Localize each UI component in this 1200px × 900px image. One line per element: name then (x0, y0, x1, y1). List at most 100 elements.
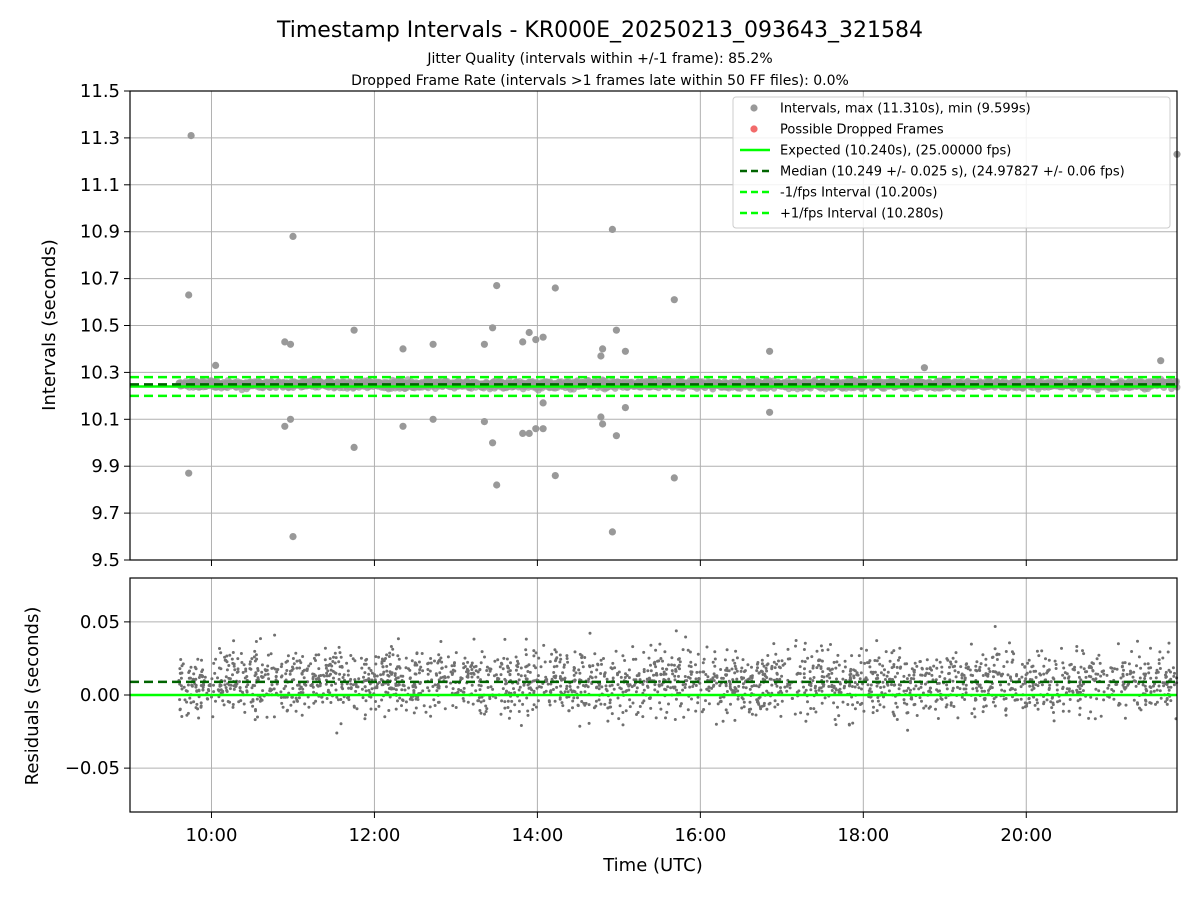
residual-point (214, 699, 217, 703)
residual-point (397, 657, 401, 661)
residual-point (1164, 700, 1167, 704)
residual-point (503, 706, 507, 710)
residual-point (665, 710, 669, 714)
residual-point (551, 688, 555, 691)
residual-point (1047, 688, 1051, 691)
residual-point (565, 687, 568, 691)
residual-point (631, 657, 635, 661)
residual-point (254, 671, 258, 675)
residual-point (374, 707, 378, 711)
residual-point (829, 643, 832, 646)
residual-point (803, 660, 807, 664)
residual-point (1137, 655, 1141, 659)
residual-point (472, 637, 476, 641)
residual-point (954, 660, 958, 664)
residual-point (252, 655, 256, 659)
residual-point (1002, 697, 1006, 701)
interval-outlier-point (493, 282, 501, 290)
residual-point (848, 678, 852, 682)
residual-point (1033, 703, 1037, 707)
residual-point (512, 687, 515, 691)
residual-point (956, 716, 960, 720)
residual-point (462, 686, 466, 690)
residual-point (370, 687, 374, 691)
residual-point (893, 675, 897, 679)
residual-point (803, 667, 806, 671)
residual-point (902, 689, 906, 693)
residual-point (388, 651, 392, 655)
intervals-panel: 9.59.79.910.110.310.510.710.911.111.311.… (39, 81, 1181, 571)
residual-point (1097, 653, 1101, 657)
residual-point (1004, 707, 1008, 711)
residual-point (742, 700, 746, 704)
residual-point (516, 665, 520, 669)
residual-point (303, 702, 307, 706)
residual-point (420, 652, 424, 655)
residual-point (951, 656, 955, 660)
residual-point (595, 686, 598, 690)
residual-point (336, 698, 340, 702)
residual-point (979, 662, 983, 666)
residual-point (354, 683, 358, 686)
residual-point (251, 683, 255, 687)
residual-point (917, 687, 921, 691)
residual-point (819, 644, 823, 648)
residual-point (1154, 676, 1158, 680)
residual-point (905, 702, 909, 706)
residual-point (762, 701, 766, 705)
residual-point (351, 683, 355, 687)
residual-point (852, 668, 856, 672)
residual-point (711, 660, 715, 664)
residual-point (1061, 673, 1065, 677)
residual-point (670, 656, 674, 660)
residual-point (311, 672, 315, 676)
residual-point (578, 652, 582, 656)
residual-point (1054, 663, 1058, 666)
residual-point (725, 690, 729, 693)
residual-point (755, 669, 759, 673)
residual-point (694, 677, 698, 681)
residual-point (666, 685, 670, 689)
residual-point (1167, 641, 1171, 645)
residual-point (1044, 657, 1047, 661)
interval-outlier-point (429, 415, 437, 423)
residual-point (962, 673, 966, 677)
residual-point (353, 678, 357, 682)
residual-point (494, 696, 498, 700)
residual-point (480, 695, 484, 699)
interval-outlier-point (532, 336, 540, 344)
residual-point (590, 670, 593, 674)
residual-point (983, 689, 986, 693)
residual-point (775, 671, 779, 675)
residual-point (394, 678, 398, 681)
residual-point (279, 690, 283, 694)
residual-point (472, 672, 476, 676)
residual-point (702, 670, 706, 674)
residual-point (259, 637, 262, 641)
residual-point (487, 673, 490, 677)
residual-point (827, 667, 831, 671)
residual-point (559, 690, 563, 694)
residual-point (230, 657, 234, 661)
residual-point (251, 704, 255, 708)
residual-point (658, 642, 662, 646)
residual-point (1047, 658, 1051, 662)
residual-point (971, 687, 975, 691)
residual-point (346, 669, 350, 673)
residual-point (364, 689, 368, 693)
residual-point (802, 676, 806, 680)
residual-point (940, 665, 944, 669)
residual-point (871, 699, 874, 703)
residual-point (969, 642, 973, 646)
residual-point (689, 670, 693, 674)
interval-outlier-point (399, 345, 407, 353)
residual-point (345, 661, 349, 665)
residual-point (838, 682, 842, 686)
residual-point (925, 667, 929, 671)
residual-point (1115, 667, 1119, 671)
residual-point (285, 709, 289, 713)
residual-point (314, 653, 318, 657)
residual-point (449, 681, 453, 685)
residual-point (718, 696, 722, 700)
residual-point (927, 672, 931, 676)
